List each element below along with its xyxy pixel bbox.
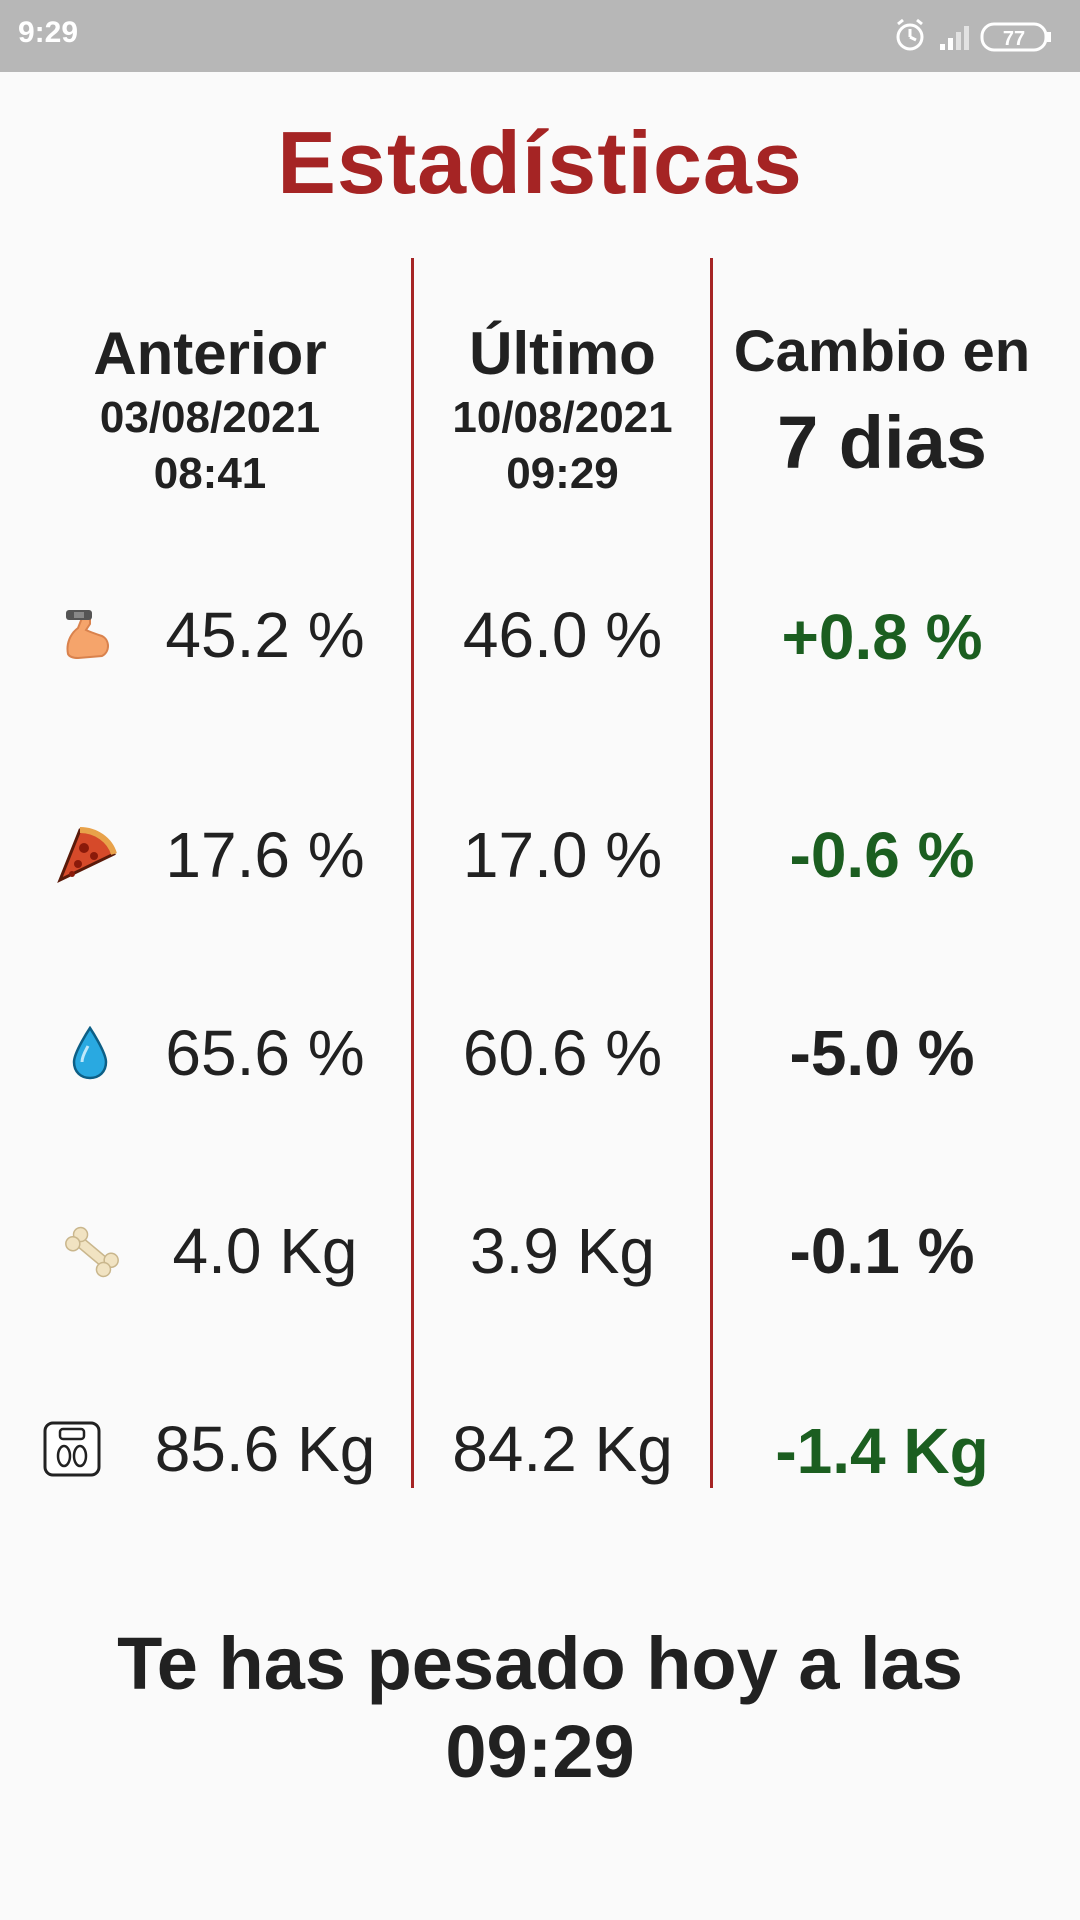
status-time: 9:29: [18, 16, 79, 49]
latest-value-water: 60.6 %: [462, 1017, 663, 1089]
battery-level: 77: [1003, 28, 1025, 50]
battery-icon: 77: [980, 22, 1051, 52]
scale-icon: [43, 1421, 101, 1477]
previous-value-weight: 85.6 Kg: [154, 1413, 376, 1485]
latest-value-weight: 84.2 Kg: [452, 1413, 673, 1485]
water-drop-icon: [72, 1026, 108, 1080]
column-divider-left: [411, 258, 414, 1488]
previous-column-header: Anterior 03/08/2021 08:41: [40, 318, 380, 502]
alarm-icon: [896, 18, 924, 51]
previous-date: 03/08/2021: [99, 393, 321, 442]
status-icons: 77: [896, 18, 1051, 52]
last-weigh-text: Te has pesado hoy a las: [117, 1622, 963, 1705]
signal-icon: [940, 26, 969, 50]
latest-value-muscle: 46.0 %: [462, 599, 663, 671]
previous-value-bone: 4.0 Kg: [172, 1215, 358, 1287]
change-value-water: -5.0 %: [789, 1017, 975, 1089]
change-column-header: Cambio en 7 dias: [714, 316, 1050, 498]
previous-value-water: 65.6 %: [165, 1017, 365, 1089]
change-period: 7 dias: [777, 401, 987, 484]
latest-time: 09:29: [506, 449, 619, 498]
previous-value-muscle: 45.2 %: [165, 599, 365, 671]
last-weigh-message: Te has pesado hoy a las 09:29: [0, 1620, 1080, 1796]
bone-icon: [65, 1226, 119, 1278]
status-bar: 9:29 77: [0, 0, 1080, 72]
change-label: Cambio en: [733, 319, 1031, 384]
column-divider-right: [710, 258, 713, 1488]
change-value-weight: -1.4 Kg: [775, 1415, 989, 1487]
latest-column-header: Último 10/08/2021 09:29: [415, 318, 710, 502]
muscle-icon: [66, 610, 109, 660]
pizza-icon: [57, 827, 117, 884]
page-title: Estadísticas: [277, 113, 803, 212]
change-value-fat: -0.6 %: [789, 819, 975, 891]
last-weigh-time: 09:29: [445, 1710, 635, 1793]
latest-value-bone: 3.9 Kg: [469, 1215, 656, 1287]
previous-label: Anterior: [93, 320, 327, 387]
latest-date: 10/08/2021: [452, 393, 673, 442]
change-value-muscle: +0.8 %: [781, 601, 983, 673]
latest-label: Último: [469, 320, 656, 387]
change-value-bone: -0.1 %: [789, 1215, 975, 1287]
previous-time: 08:41: [153, 449, 267, 498]
latest-value-fat: 17.0 %: [462, 819, 663, 891]
previous-value-fat: 17.6 %: [165, 819, 365, 891]
